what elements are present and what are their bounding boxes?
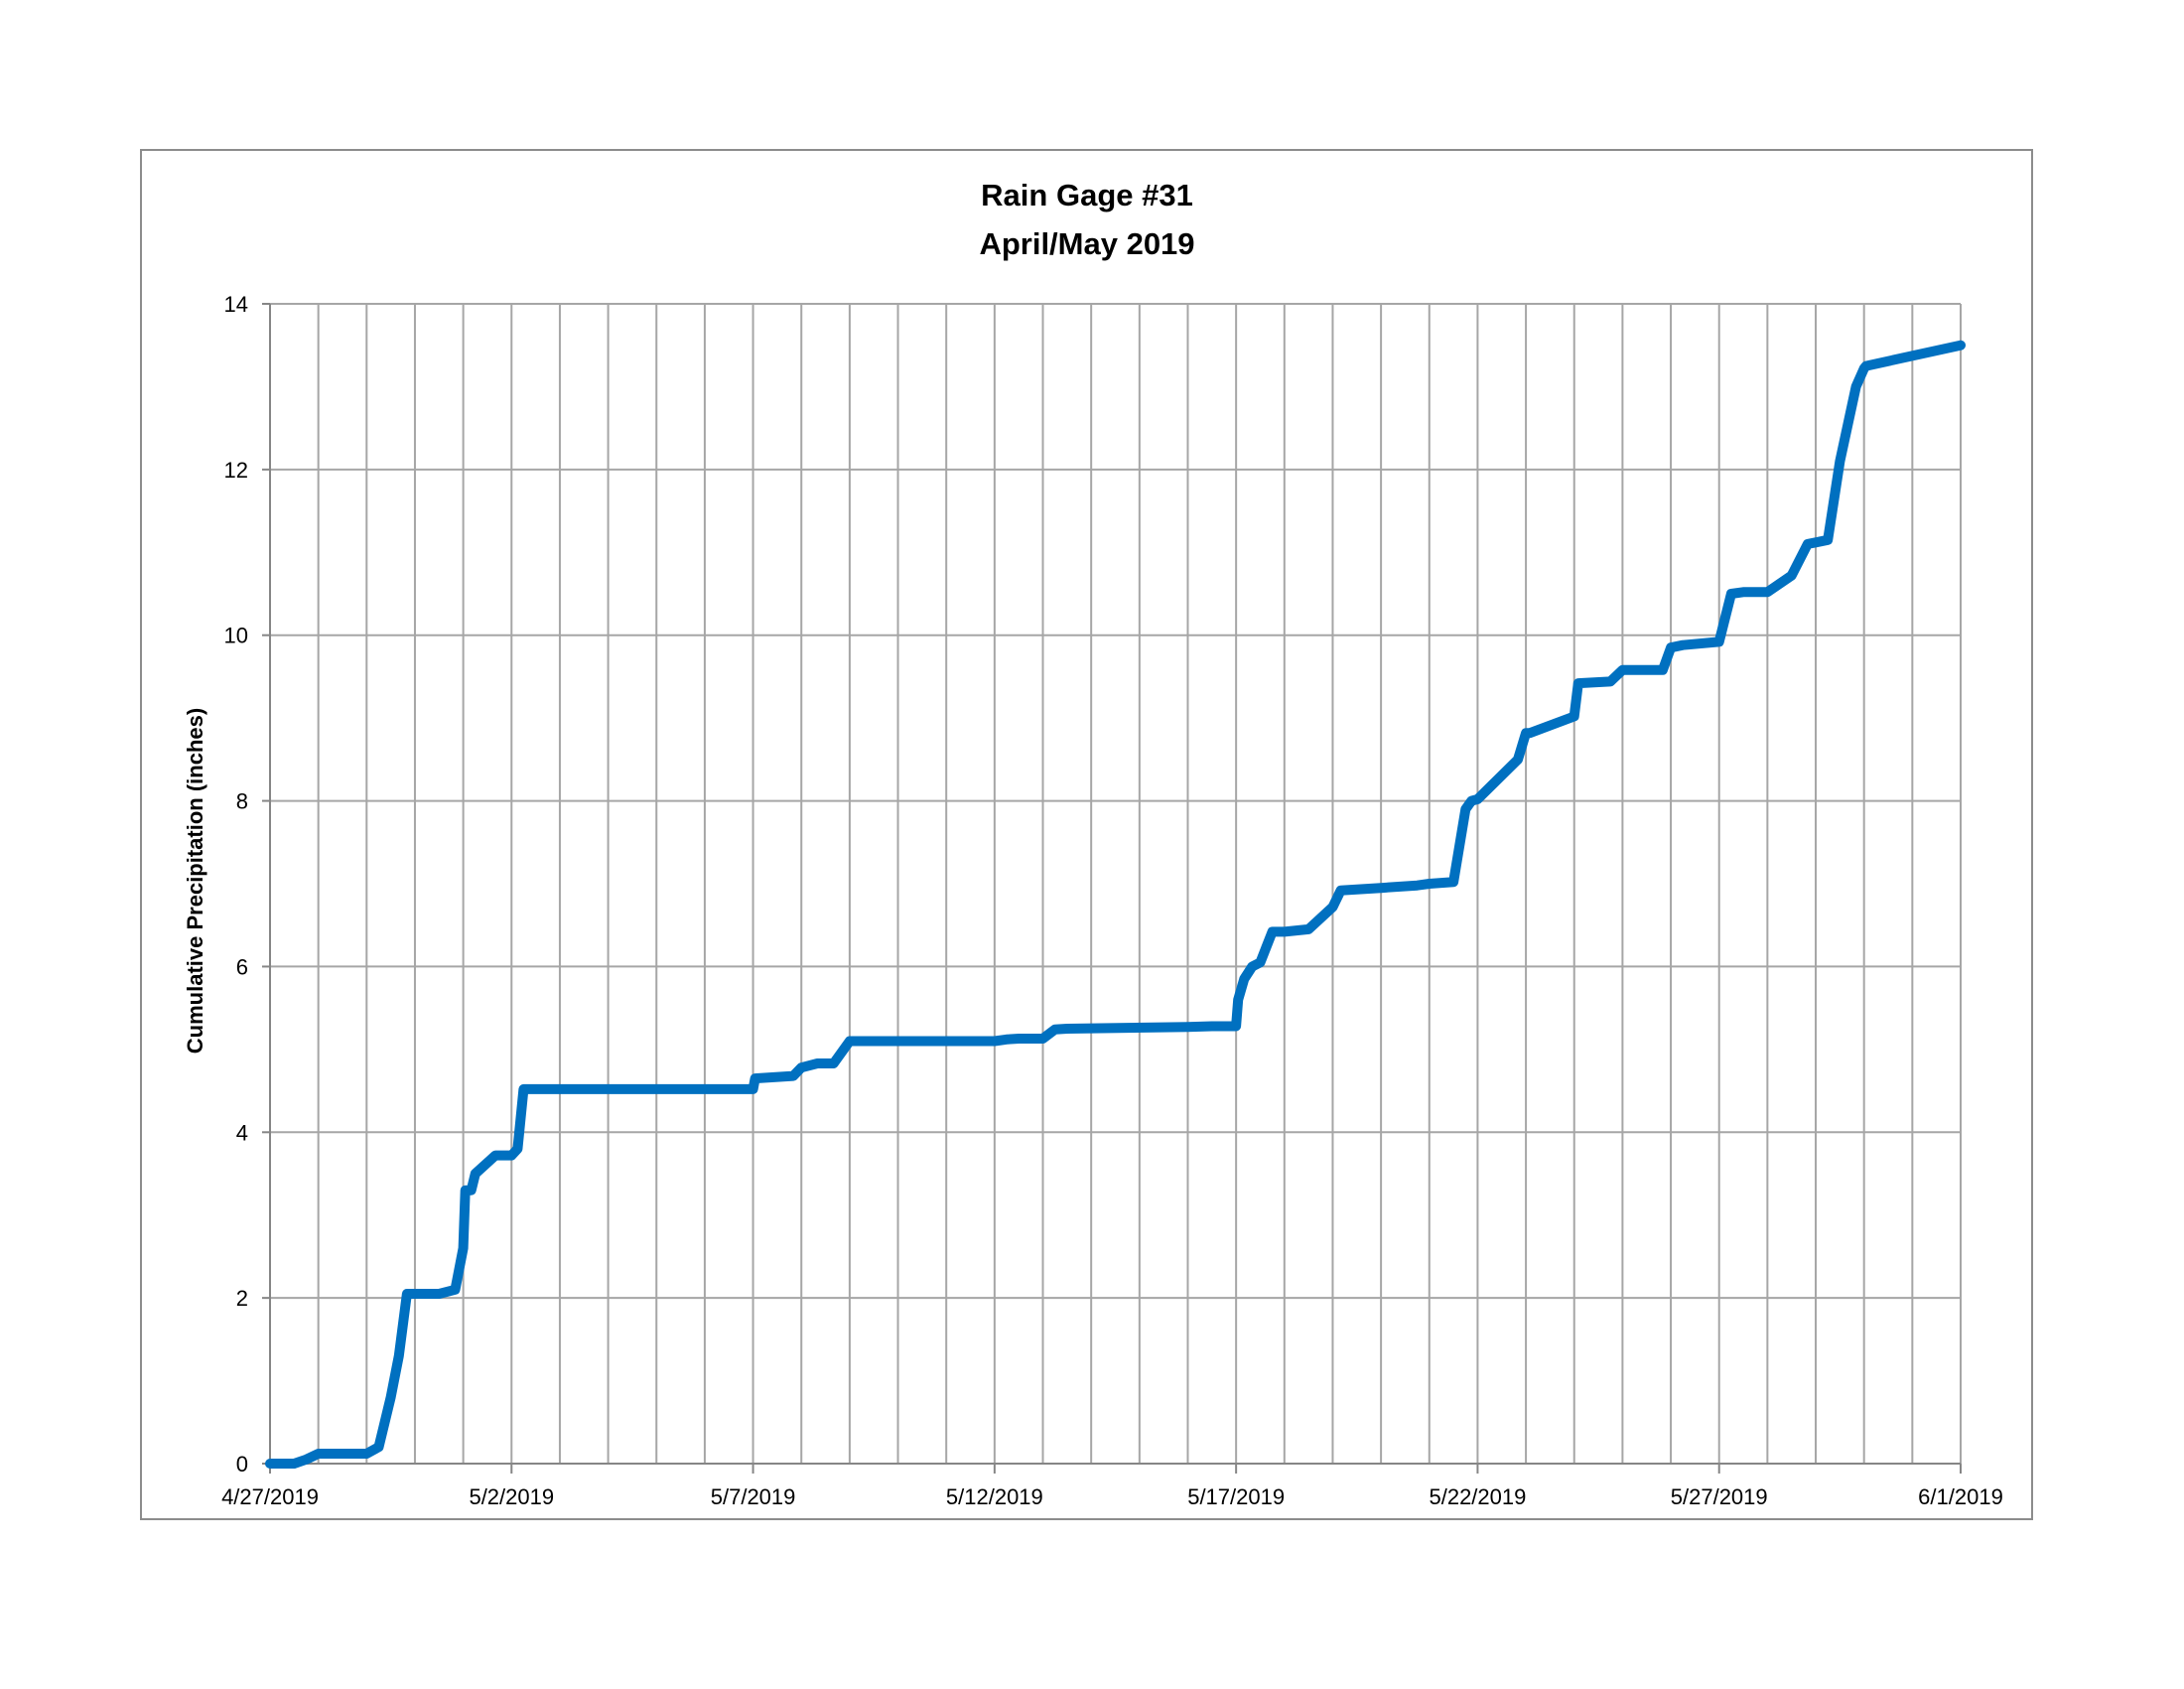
y-tick-label: 6 — [236, 954, 248, 979]
y-tick-label: 12 — [224, 458, 248, 483]
chart-frame: 0 2 4 6 8 10 12 14 4/27/2019 5/2/2019 5/7/2019 5/12… — [140, 149, 2033, 1520]
y-tick-label: 14 — [224, 292, 248, 317]
y-tick-label: 4 — [236, 1120, 248, 1145]
x-tick-label: 5/7/2019 — [711, 1484, 796, 1509]
x-tick-label: 4/27/2019 — [221, 1484, 319, 1509]
x-tick-label: 5/22/2019 — [1429, 1484, 1526, 1509]
y-tick-label: 0 — [236, 1452, 248, 1477]
y-axis-title: Cumulative Precipitation (inches) — [183, 708, 207, 1054]
y-tick-label: 10 — [224, 624, 248, 648]
x-tick-label: 6/1/2019 — [1918, 1484, 2003, 1509]
y-tick-label: 2 — [236, 1286, 248, 1311]
series-layer — [265, 340, 1966, 1469]
x-tick-label: 5/27/2019 — [1671, 1484, 1768, 1509]
y-tick-label: 8 — [236, 789, 248, 814]
chart-svg: 0 2 4 6 8 10 12 14 4/27/2019 5/2/2019 5/7/2019 5/12… — [183, 178, 2003, 1509]
chart-title-line-1: Rain Gage #31 — [981, 178, 1193, 212]
chart-title-line-2: April/May 2019 — [979, 226, 1194, 261]
grid-layer — [269, 303, 1962, 1465]
x-tick-label: 5/2/2019 — [469, 1484, 554, 1509]
axis-layer — [262, 303, 1962, 1474]
x-tick-label: 5/12/2019 — [946, 1484, 1043, 1509]
series-line — [265, 340, 1966, 1469]
label-layer: 0 2 4 6 8 10 12 14 4/27/2019 5/2/2019 5/7/2019 5/12… — [221, 292, 2003, 1509]
x-tick-label: 5/17/2019 — [1187, 1484, 1285, 1509]
